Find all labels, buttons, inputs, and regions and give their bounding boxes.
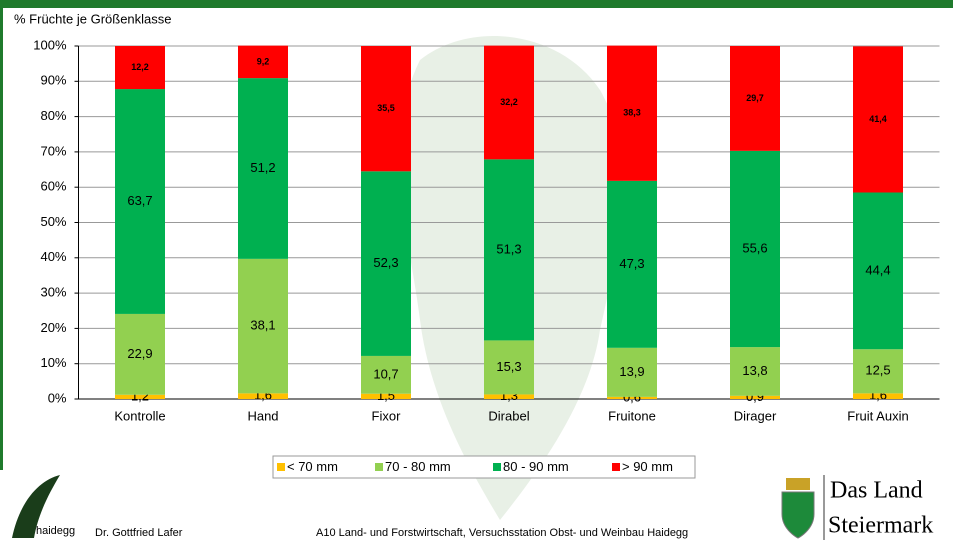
y-tick-label: 0% [48,390,67,405]
top-band [0,0,953,8]
data-label: 47,3 [619,256,644,271]
legend-marker [375,463,383,471]
coat-of-arms [781,491,815,539]
y-tick-label: 10% [40,355,66,370]
data-label: 29,7 [746,93,764,103]
bar-segment [361,171,411,356]
bar-segment [115,313,165,395]
data-label: 38,3 [623,108,641,118]
data-label: 44,4 [865,262,890,277]
data-label: 13,9 [619,364,644,379]
bar-segment [730,46,780,151]
x-tick-label: Kontrolle [114,408,165,423]
institution: A10 Land- und Forstwirtschaft, Versuchss… [316,527,688,539]
brand: Das Land [830,478,923,504]
data-label: 63,7 [127,193,152,208]
x-tick-label: Fruitone [608,408,656,423]
data-label: 13,8 [742,363,767,378]
bar-segment [853,192,903,350]
bar-segment [115,46,165,90]
data-label: 55,6 [742,240,767,255]
logo-text: haidegg [36,525,75,537]
data-label: 38,1 [250,318,275,333]
data-label: 10,7 [373,366,398,381]
legend-marker [612,463,620,471]
y-tick-label: 100% [33,37,67,52]
y-tick-label: 80% [40,108,66,123]
bar-segment [484,340,534,395]
bar-segment [730,150,780,348]
bar-segment [853,46,903,193]
bar-segment [484,159,534,341]
data-label: 22,9 [127,346,152,361]
y-tick-label: 30% [40,285,66,300]
data-label: 9,2 [257,56,270,66]
data-label: 35,5 [377,103,395,113]
legend-marker [493,463,501,471]
y-tick-label: 20% [40,320,66,335]
data-label: 15,3 [496,359,521,374]
brand: Steiermark [828,513,933,539]
legend-label: 80 - 90 mm [503,459,569,474]
bar-segment [607,396,657,399]
x-tick-label: Hand [247,408,278,423]
bar-segment [238,45,288,79]
bar-segment [115,89,165,314]
bar-segment [607,45,657,181]
bar-segment [238,258,288,394]
bar-segment [238,78,288,259]
data-label: 51,3 [496,241,521,256]
x-tick-label: Fixor [372,408,402,423]
data-label: 32,2 [500,97,518,107]
bar-segment [484,394,534,399]
data-label: 52,3 [373,255,398,270]
data-label: 12,2 [131,62,149,72]
bar-segment [730,395,780,399]
bar-segment [853,393,903,399]
left-band [0,0,3,470]
legend-box [272,455,696,479]
bar-segment [730,347,780,396]
data-label: 51,2 [250,160,275,175]
haidegg-logo [12,475,60,538]
x-tick-label: Fruit Auxin [847,408,908,423]
y-tick-label: 90% [40,73,66,88]
bar-segment [607,180,657,348]
crown [786,478,810,490]
bar-segment [853,349,903,394]
bar-segment [607,347,657,397]
y-tick-label: 70% [40,143,66,158]
legend-marker [277,463,285,471]
legend-label: < 70 mm [287,459,338,474]
bar-segment [361,393,411,399]
y-tick-label: 50% [40,214,66,229]
bar-segment [361,355,411,394]
y-tick-label: 60% [40,179,66,194]
legend-label: > 90 mm [622,459,673,474]
y-tick-label: 40% [40,249,66,264]
bar-segment [484,45,534,160]
legend-label: 70 - 80 mm [385,459,451,474]
bar-segment [361,46,411,172]
chart-title: % Früchte je Größenklasse [14,11,172,26]
x-tick-label: Dirabel [488,408,529,423]
data-label: 41,4 [869,114,887,124]
bar-segment [238,393,288,399]
bar-segment [115,394,165,399]
data-label: 12,5 [865,363,890,378]
author: Dr. Gottfried Lafer [95,527,183,539]
x-tick-label: Dirager [734,408,777,423]
